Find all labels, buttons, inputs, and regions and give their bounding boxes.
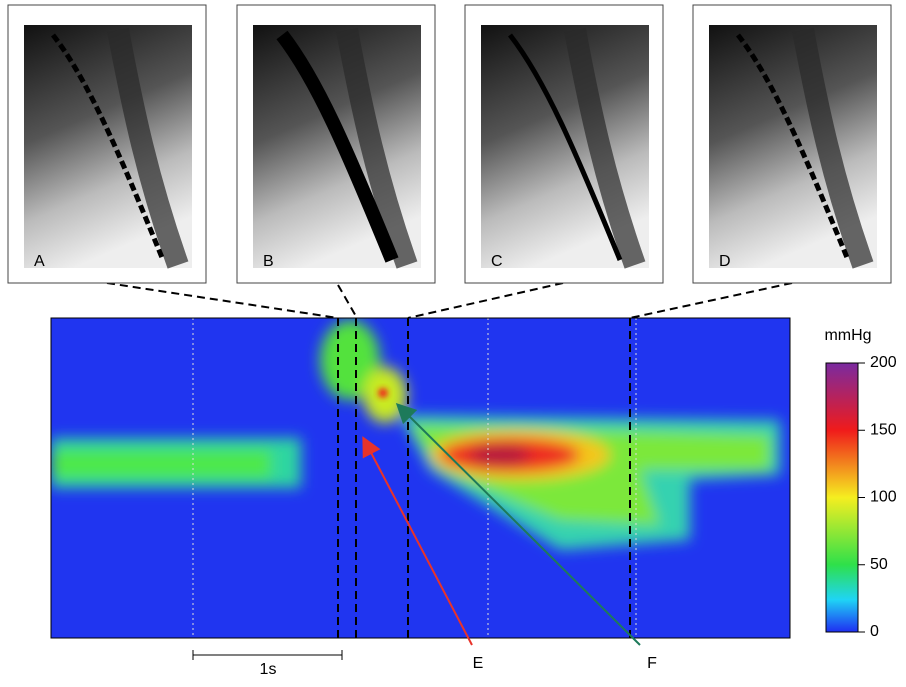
panel-label: D [719, 253, 731, 270]
arrow-label: F [647, 655, 657, 672]
panel-label: C [491, 253, 503, 270]
colorbar-tick-label: 200 [870, 354, 897, 371]
connectors [107, 283, 792, 318]
panel-label: A [34, 253, 45, 270]
colorbar-tick-label: 50 [870, 556, 888, 573]
page: E F 1s mmHg 050100150200 ABCD (() => { c… [0, 0, 906, 687]
scale-bar-label: 1s [260, 661, 277, 678]
scale-bar [193, 650, 342, 660]
colorbar [826, 363, 858, 632]
xray-panels: A B C D [8, 5, 891, 283]
pressure-heatmap [51, 318, 790, 638]
xray-panel: A [8, 5, 206, 283]
panel-label: B [263, 253, 274, 270]
xray-panel: B [237, 5, 435, 283]
figure: E F 1s mmHg 0 50 100 150 200 A B C D [0, 0, 906, 687]
arrow-label: E [473, 655, 484, 672]
colorbar-unit: mmHg [824, 327, 871, 344]
xray-panel: D [693, 5, 891, 283]
colorbar-tick-label: 100 [870, 489, 897, 506]
colorbar-ticks: 0 50 100 150 200 [858, 354, 897, 640]
xray-panel: C [465, 5, 663, 283]
colorbar-tick-label: 150 [870, 421, 897, 438]
colorbar-tick-label: 0 [870, 623, 879, 640]
